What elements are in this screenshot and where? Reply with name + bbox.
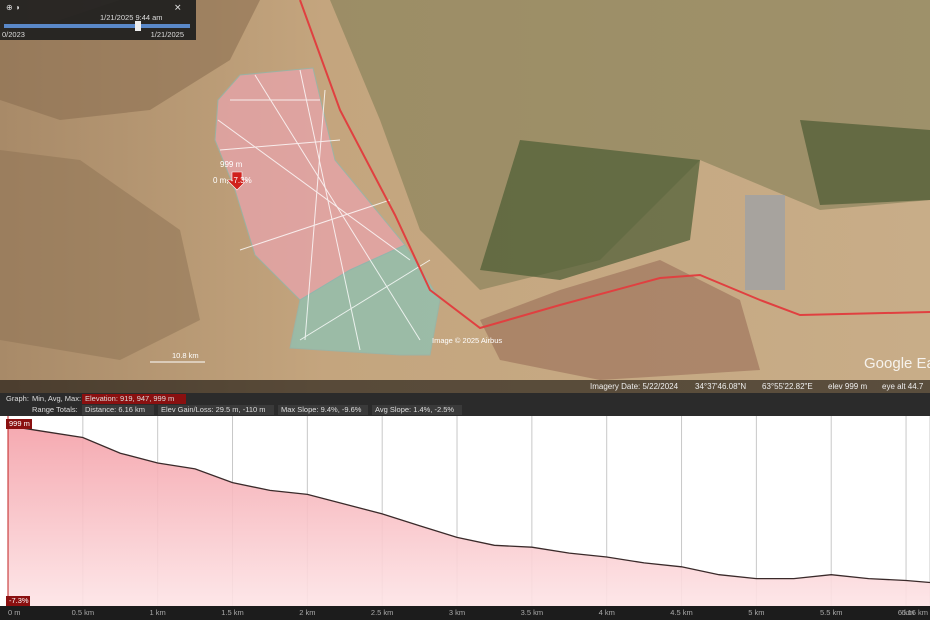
elevation-line (7, 425, 930, 584)
distance-stat: Distance: 6.16 km (85, 405, 145, 414)
x-tick-label: 2.5 km (371, 608, 394, 617)
x-tick-label: 5 km (748, 608, 764, 617)
grid-lines (217, 69, 431, 351)
x-tick-label: 4.5 km (670, 608, 693, 617)
cursor-elevation: 999 m (9, 419, 30, 428)
avg-slope-stat: Avg Slope: 1.4%, -2.5% (375, 405, 454, 414)
x-tick-label: 5.5 km (820, 608, 843, 617)
graph-label: Graph: (6, 394, 29, 403)
attribution: Image © 2025 Airbus (432, 336, 502, 345)
elevation-stats: Elevation: 919, 947, 999 m (85, 394, 174, 403)
elevation-highlight[interactable] (82, 394, 186, 404)
scale-label: 10.8 km (172, 351, 199, 360)
cursor-elevation-box (6, 419, 32, 429)
cursor-slope-box (6, 596, 30, 606)
elev-gain-loss-stat: Elev Gain/Loss: 29.5 m, -110 m (161, 405, 266, 414)
stat-box[interactable] (278, 405, 368, 415)
stat-box[interactable] (82, 405, 154, 415)
status-bar-bg (0, 380, 930, 393)
range-totals-label: Range Totals: (32, 405, 78, 414)
cursor-slope: -7.3% (9, 596, 29, 605)
vegetation (800, 120, 930, 205)
elevation-profile: 0 m 0.5 km 1 km 1.5 km 2 km 2.5 km 3 km 3.5 km 4… (7, 416, 930, 617)
x-tick-label: 4 km (599, 608, 615, 617)
status-bar: Imagery Date: 5/22/2024 34°37'46.08"N 63… (0, 380, 930, 393)
time-slider[interactable]: ⊕ ◑ ✕ 1/21/2025 9:44 am 0/2023 1/21/2025 (0, 0, 196, 40)
slider-thumb[interactable] (135, 21, 141, 31)
max-slope-stat: Max Slope: 9.4%, -9.6% (281, 405, 362, 414)
stat-box[interactable] (158, 405, 274, 415)
vegetation (480, 140, 700, 280)
map-view[interactable]: 999 m 0 m, -7.3% 10.8 km Image © 2025 Ai… (0, 0, 930, 393)
longitude: 63°55'22.82"E (762, 382, 813, 391)
slider-end: 1/21/2025 (151, 30, 184, 39)
stat-box[interactable] (372, 405, 462, 415)
path-route (299, 0, 930, 330)
min-avg-max-label: Min, Avg, Max: (32, 394, 81, 403)
x-tick-label: 1.5 km (221, 608, 244, 617)
x-tick-label: 2 km (299, 608, 315, 617)
elevation: elev 999 m (828, 382, 867, 391)
marker-elevation: 999 m (220, 160, 243, 169)
time-slider-panel (0, 0, 196, 40)
x-tick-label: 0.5 km (72, 608, 95, 617)
profile-x-axis-bg (0, 606, 930, 620)
x-tick-label: 6 km (898, 608, 914, 617)
x-tick-label: 6.16 km (901, 608, 928, 617)
slider-date-time: 1/21/2025 9:44 am (100, 13, 163, 22)
slider-track[interactable] (4, 24, 190, 28)
slider-close[interactable]: ✕ (174, 2, 182, 12)
google-earth-logo: Google Earth (864, 355, 930, 372)
profile-header: Graph: Min, Avg, Max: Elevation: 919, 94… (0, 393, 930, 416)
profile-cursor-marker (226, 171, 248, 191)
x-tick-label: 3 km (449, 608, 465, 617)
elevation-area (8, 425, 930, 606)
profile-cursor: 999 m -7.3% (6, 416, 32, 606)
x-tick-label: 1 km (150, 608, 166, 617)
eye-altitude: eye alt 44.7 (882, 382, 924, 391)
terrain (0, 150, 200, 360)
x-tick-label: 0 m (8, 608, 21, 617)
latitude: 34°37'46.08"N (695, 382, 746, 391)
vegetation (330, 0, 930, 290)
slider-start: 0/2023 (2, 30, 25, 39)
imagery-date: Imagery Date: 5/22/2024 (590, 382, 679, 391)
slider-controls[interactable]: ⊕ ◑ (6, 3, 20, 12)
x-tick-label: 3.5 km (521, 608, 544, 617)
mountain (480, 260, 760, 380)
marker-info: 0 m, -7.3% (213, 176, 252, 185)
town (745, 195, 785, 290)
